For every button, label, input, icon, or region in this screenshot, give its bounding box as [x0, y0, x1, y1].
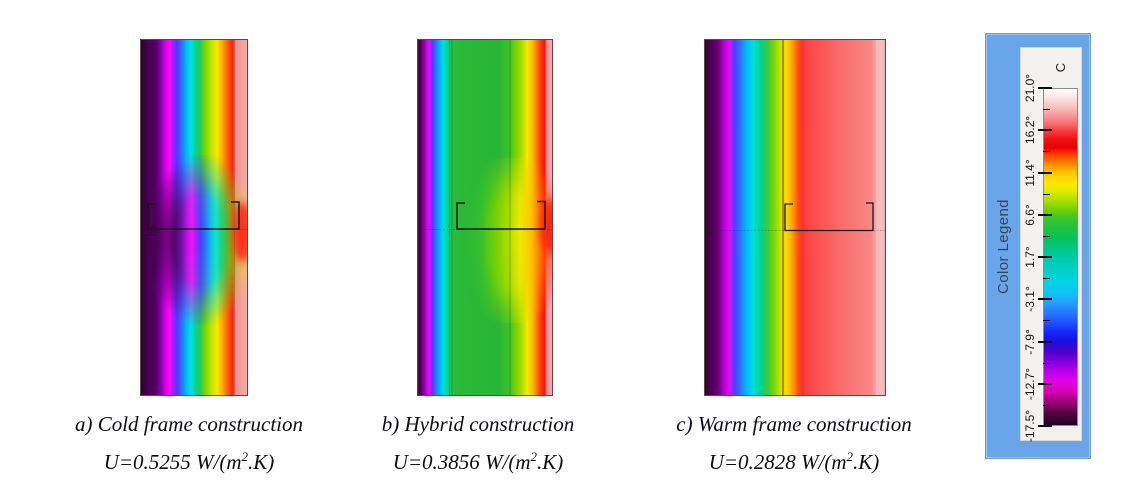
- legend-tick-label: 6.6°: [1023, 204, 1037, 226]
- legend-major-tick: [1038, 382, 1052, 385]
- caption-cold-frame: a) Cold frame construction: [19, 412, 359, 437]
- thermal-panel-hybrid: [417, 39, 553, 396]
- u-value-text: U=0.5255 W/(m: [103, 450, 242, 474]
- legend-tick-label: -7.9°: [1023, 328, 1037, 355]
- temperature-unit-label: C: [1043, 53, 1079, 81]
- color-legend-title: Color Legend: [986, 34, 1020, 458]
- color-scale-ticks: 21.0° 16.2° 11.4° 6.6° 1.7° -3.1° -7.9° -12.7° -…: [1021, 74, 1083, 442]
- caption-warm-frame: c) Warm frame construction: [624, 412, 964, 437]
- legend-minor-tick: [1043, 278, 1050, 280]
- steel-profile-outline: [784, 202, 874, 232]
- legend-major-tick: [1038, 129, 1052, 132]
- legend-tick-label: 1.7°: [1023, 246, 1037, 268]
- u-value-text: U=0.3856 W/(m: [392, 450, 531, 474]
- caption-text: b) Hybrid construction: [381, 412, 575, 436]
- thermal-map-warm-frame-image: [705, 40, 885, 395]
- thermal-map-hybrid-image: [418, 40, 552, 395]
- steel-profile-outline: [147, 201, 240, 230]
- u-value-superscript: 2: [846, 449, 854, 464]
- legend-tick-label: 21.0°: [1023, 73, 1037, 103]
- u-value-text: .K): [537, 450, 564, 474]
- legend-minor-tick: [1043, 320, 1050, 322]
- temperature-unit-text: C: [1053, 62, 1069, 72]
- legend-minor-tick: [1043, 109, 1050, 111]
- legend-tick-label: -17.5°: [1023, 409, 1037, 443]
- legend-tick-label: -12.7°: [1023, 367, 1037, 400]
- u-value-superscript: 2: [241, 449, 249, 464]
- legend-major-tick: [1038, 425, 1052, 427]
- legend-minor-tick: [1043, 151, 1050, 153]
- legend-minor-tick: [1043, 362, 1050, 364]
- u-value-hybrid: U=0.3856 W/(m2.K): [308, 449, 648, 475]
- thermal-panel-cold-frame: [140, 39, 248, 396]
- caption-text: a) Cold frame construction: [74, 412, 304, 436]
- u-value-text: .K): [248, 450, 275, 474]
- steel-profile-outline: [456, 200, 546, 230]
- color-legend-strip: C 21.0° 16.2° 11.4° 6.6° 1.7° -3.1° -7.9° -12.7…: [1020, 47, 1083, 442]
- legend-minor-tick: [1043, 193, 1050, 195]
- legend-major-tick: [1038, 340, 1052, 343]
- u-value-superscript: 2: [530, 449, 538, 464]
- legend-major-tick: [1038, 256, 1052, 258]
- legend-major-tick: [1038, 298, 1052, 301]
- thermal-panel-warm-frame: [704, 39, 886, 396]
- u-value-text: .K): [853, 450, 880, 474]
- legend-minor-tick: [1043, 235, 1050, 237]
- legend-minor-tick: [1043, 404, 1050, 406]
- u-value-cold-frame: U=0.5255 W/(m2.K): [19, 449, 359, 475]
- legend-major-tick: [1038, 171, 1052, 174]
- u-value-warm-frame: U=0.2828 W/(m2.K): [624, 449, 964, 475]
- legend-tick-label: 16.2°: [1023, 116, 1037, 145]
- caption-hybrid: b) Hybrid construction: [308, 412, 648, 437]
- color-legend-panel: Color Legend C 21.0° 16.2° 11.4° 6.6° 1.7° -3…: [985, 33, 1091, 459]
- legend-major-tick: [1038, 87, 1052, 89]
- legend-tick-label: -3.1°: [1023, 286, 1037, 312]
- thermal-map-cold-frame-image: [141, 40, 247, 395]
- u-value-text: U=0.2828 W/(m: [708, 450, 847, 474]
- color-legend-title-text: Color Legend: [994, 198, 1012, 294]
- caption-text: c) Warm frame construction: [676, 412, 912, 436]
- legend-tick-label: 11.4°: [1023, 158, 1037, 187]
- legend-major-tick: [1038, 213, 1052, 216]
